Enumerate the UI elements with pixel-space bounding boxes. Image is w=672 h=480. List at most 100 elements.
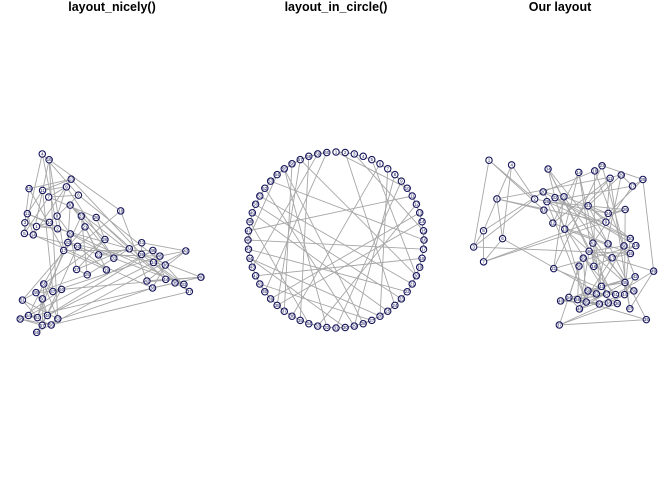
graph-edge [66, 186, 115, 259]
graph-node: 47 [626, 304, 634, 313]
graph-node-label: 7 [47, 195, 50, 200]
graph-node-circle [595, 300, 604, 308]
graph-node-label: 36 [615, 301, 621, 306]
graph-node-circle [32, 328, 41, 337]
graph-node-label: 5 [482, 228, 485, 233]
graph-edge [42, 215, 82, 300]
graph-node-circle [584, 201, 592, 210]
graph-node-circle [171, 279, 179, 287]
graph-edge [276, 159, 301, 306]
graph-edge [70, 233, 115, 259]
graph-edge [24, 196, 50, 234]
graph-edge [252, 212, 388, 312]
graph-edge [26, 190, 43, 214]
graph-node-label: 44 [163, 277, 169, 282]
graph-node: 28 [359, 319, 367, 328]
graph-edge [353, 153, 424, 232]
graph-edge [276, 221, 423, 306]
graph-node-label: 5 [371, 157, 374, 162]
graph-node-label: 2 [533, 196, 536, 201]
graph-edge [48, 159, 121, 212]
graph-node: 55 [280, 165, 289, 173]
graph-node-label: 1 [335, 150, 338, 155]
graph-node: 19 [415, 263, 424, 271]
graph-edge [42, 186, 67, 191]
panel-title-nicely: layout_nicely() [68, 0, 156, 14]
graph-node-circle [419, 227, 428, 235]
graph-node-circle [415, 263, 424, 271]
graph-node-circle [280, 165, 289, 173]
graph-node-circle [415, 209, 424, 217]
graph-node-label: 30 [68, 203, 74, 208]
graph-node: 23 [598, 161, 606, 170]
graph-node: 43 [248, 263, 257, 271]
graph-node-circle [639, 175, 647, 184]
graph-node-label: 38 [606, 300, 612, 305]
graph-node-label: 10 [541, 208, 547, 213]
graph-edge [249, 221, 310, 324]
graph-node-circle [579, 254, 588, 262]
panel-title-ours: Our layout [528, 0, 592, 14]
graph-edge [547, 168, 590, 252]
graph-edge [159, 250, 186, 257]
graph-node: 16 [420, 236, 428, 244]
graph-node-label: 41 [257, 282, 263, 287]
graph-node: 17 [419, 245, 428, 253]
graph-node-circle [305, 319, 313, 328]
graph-node: 34 [544, 165, 552, 173]
graph-node-circle [620, 290, 629, 299]
graph-node-label: 60 [59, 287, 65, 292]
graph-node-circle [590, 262, 598, 271]
graph-node-label: 14 [576, 170, 582, 175]
graph-node-circle [53, 225, 62, 233]
graph-node-circle [32, 222, 41, 231]
graph-node-circle [323, 323, 331, 332]
graph-node-circle [248, 263, 257, 271]
graph-edge [98, 254, 160, 257]
graph-edge [483, 238, 503, 263]
graph-edge [247, 239, 424, 250]
graph-node: 9 [602, 218, 610, 226]
graph-node: 44 [246, 254, 254, 263]
graph-node: 17 [608, 254, 616, 262]
graph-edge [270, 180, 425, 241]
graph-node-label: 40 [558, 298, 564, 303]
graph-node-circle [64, 238, 72, 247]
graph-node: 60 [595, 300, 604, 308]
graph-node-circle [551, 193, 559, 202]
graph-node-label: 11 [40, 188, 45, 193]
graph-edge [611, 245, 637, 259]
graph-edge [28, 283, 45, 316]
graph-node-circle [544, 165, 552, 173]
graph-node-circle [418, 217, 426, 226]
graph-edge [249, 257, 346, 328]
graph-node: 5 [479, 226, 488, 235]
graph-node-circle [507, 161, 516, 169]
graph-node-label: 8 [496, 196, 499, 201]
graph-node: 60 [57, 285, 66, 294]
graph-node-circle [83, 270, 91, 279]
graph-node: 50 [620, 242, 628, 250]
graph-node-circle [54, 315, 62, 323]
graph-node-label: 27 [630, 184, 636, 189]
graph-node: 8 [53, 212, 61, 220]
graph-node: 45 [156, 252, 164, 260]
graph-edge [87, 248, 130, 276]
graph-node-label: 23 [79, 214, 85, 219]
graph-node-label: 49 [651, 269, 657, 274]
graph-node-circle [38, 150, 47, 158]
graph-node-circle [244, 227, 253, 235]
graph-node-label: 8 [394, 172, 397, 177]
graph-node-label: 20 [541, 189, 547, 194]
graph-node: 6 [498, 234, 507, 243]
graph-node: 54 [273, 170, 281, 179]
graph-node: 38 [604, 299, 613, 307]
graph-node-label: 17 [610, 255, 616, 260]
graph-node-label: 17 [61, 248, 67, 253]
graph-node-circle [391, 301, 399, 310]
graph-node-circle [620, 242, 628, 250]
graph-node: 40 [197, 273, 205, 281]
graph-node-circle [266, 177, 275, 185]
graph-node-circle [376, 312, 384, 320]
graph-node: 33 [180, 280, 188, 289]
